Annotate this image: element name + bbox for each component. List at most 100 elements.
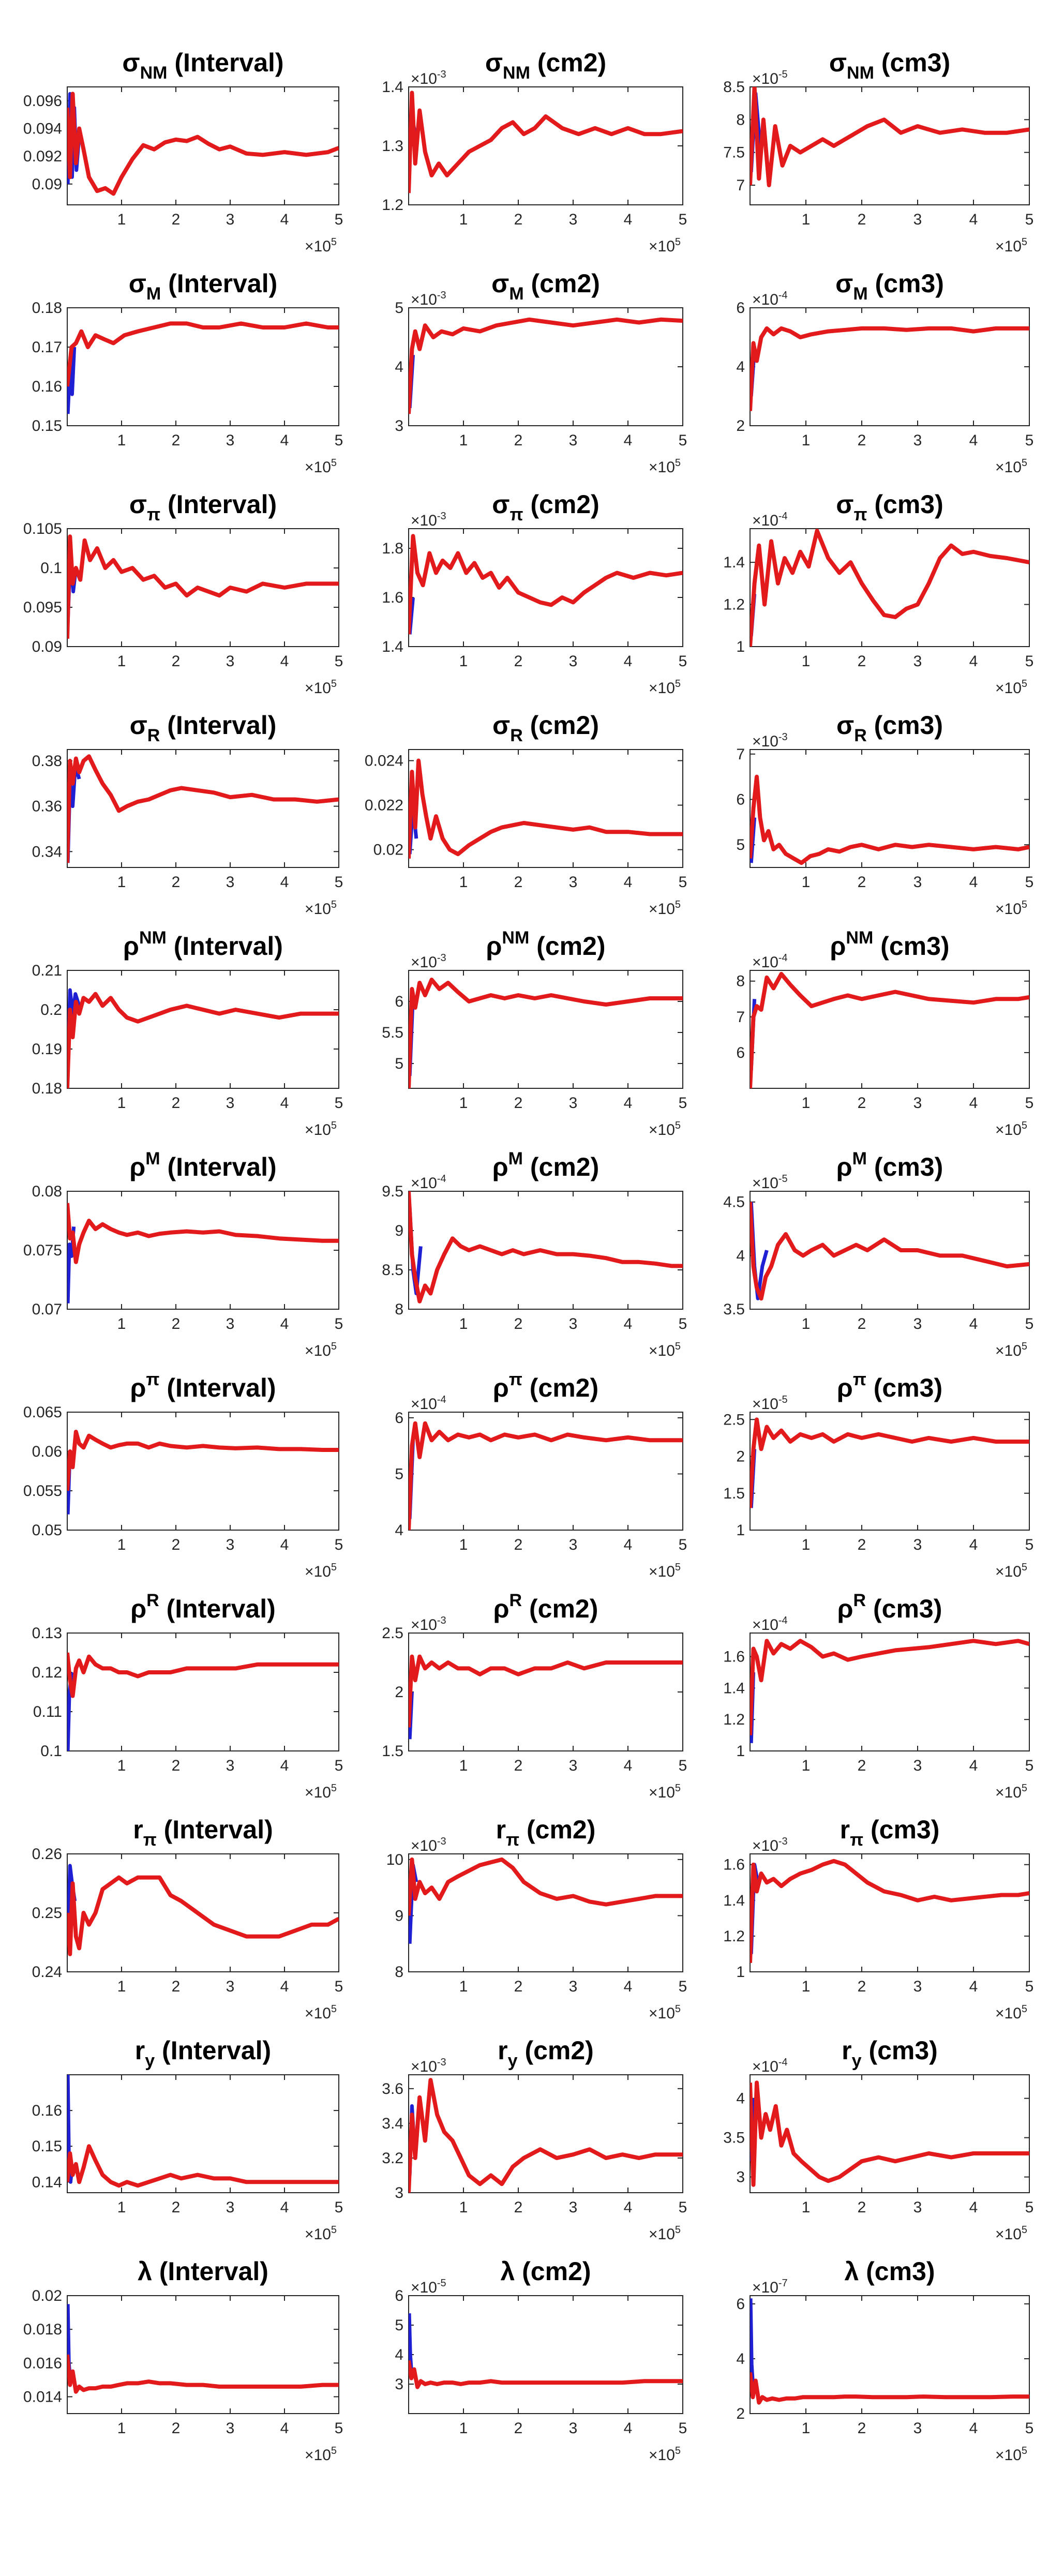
subplot-11: σR (cm2) 0.02 0.022 0.024 1 2 3 4 5 ×105 — [365, 711, 687, 918]
x-tick-label: 4 — [280, 2199, 289, 2216]
y-tick-label: 2.5 — [723, 1411, 745, 1428]
x-tick-label: 2 — [172, 211, 181, 228]
x-tick-label: 2 — [858, 1757, 866, 1774]
series-line-red — [750, 774, 1029, 865]
title-superscript: NM — [846, 928, 873, 948]
x-tick-label: 3 — [569, 2420, 578, 2437]
title-symbol: ρ — [493, 1594, 509, 1623]
y-tick-label: 1.6 — [382, 589, 403, 606]
title-subscript: π — [147, 505, 160, 525]
subplot-33: λ (cm3) 2 4 6 ×10-7 1 2 3 4 5 ×105 — [736, 2257, 1033, 2464]
x-tick-label: 2 — [514, 1978, 523, 1995]
x-tick-label: 4 — [280, 1536, 289, 1553]
y-exponent-label: ×10-3 — [411, 1615, 446, 1634]
y-exponent-label: ×10-3 — [411, 69, 446, 87]
subplot-title: ρNM (cm2) — [486, 928, 605, 961]
x-tick-label: 2 — [172, 653, 181, 670]
x-tick-label: 3 — [226, 1536, 235, 1553]
series-line-red — [67, 2144, 339, 2188]
x-tick-label: 1 — [117, 2199, 126, 2216]
title-subscript: y — [852, 2051, 862, 2071]
y-tick-label: 0.06 — [32, 1443, 62, 1460]
y-tick-label: 0.24 — [32, 1964, 62, 1981]
x-tick-label: 4 — [969, 1315, 978, 1332]
x-tick-label: 5 — [1025, 432, 1034, 449]
x-exponent-label: ×105 — [305, 2224, 337, 2243]
axes-frame — [408, 749, 683, 868]
x-tick-label: 1 — [117, 653, 126, 670]
x-tick-label: 1 — [802, 1095, 811, 1112]
x-tick-label: 5 — [679, 1978, 687, 1995]
y-tick-label: 7 — [736, 746, 745, 763]
y-exponent-label: ×10-3 — [411, 2057, 446, 2075]
x-exponent-label: ×105 — [649, 2224, 681, 2243]
x-tick-label: 4 — [624, 1536, 633, 1553]
y-tick-label: 7.5 — [723, 144, 745, 161]
title-symbol: ρ — [130, 1594, 146, 1623]
subplot-title: ρM (cm3) — [836, 1149, 943, 1181]
title-label: (cm2) — [523, 490, 599, 519]
x-exponent-label: ×105 — [995, 1120, 1027, 1139]
x-tick-label: 1 — [802, 1757, 811, 1774]
x-tick-label: 2 — [172, 1978, 181, 1995]
axes-frame — [408, 86, 683, 205]
axes-frame — [750, 2074, 1030, 2193]
x-exponent-label: ×105 — [305, 2445, 337, 2464]
x-tick-label: 1 — [459, 1095, 468, 1112]
subplot-title: σπ (cm3) — [836, 490, 943, 525]
x-tick-label: 4 — [969, 653, 978, 670]
title-label: (Interval) — [160, 490, 277, 519]
y-tick-label: 10 — [386, 1851, 403, 1868]
subplot-12: σR (cm3) 5 6 7 ×10-3 1 2 3 4 5 ×105 — [736, 711, 1033, 918]
x-exponent-label: ×105 — [305, 1562, 337, 1580]
x-tick-label: 5 — [1025, 1978, 1034, 1995]
y-tick-label: 1.4 — [382, 79, 403, 96]
x-tick-label: 1 — [117, 211, 126, 228]
x-tick-label: 5 — [1025, 1536, 1034, 1553]
x-tick-label: 5 — [1025, 2199, 1034, 2216]
y-tick-label: 7 — [736, 1009, 745, 1026]
y-tick-label: 0.15 — [32, 417, 62, 435]
subplot-title: σM (Interval) — [129, 269, 278, 304]
x-tick-label: 5 — [1025, 874, 1034, 891]
y-tick-label: 0.055 — [23, 1482, 62, 1500]
y-tick-label: 1.5 — [382, 1743, 403, 1760]
subplot-4: σM (Interval) 0.15 0.16 0.17 0.18 1 2 3 4 5 ×105 — [32, 269, 343, 476]
y-tick-label: 0.13 — [32, 1625, 62, 1642]
title-label: (cm2) — [522, 1594, 598, 1623]
series-line-red — [409, 1857, 683, 1916]
x-tick-label: 5 — [679, 1315, 687, 1332]
x-exponent-label: ×105 — [305, 1341, 337, 1359]
y-tick-label: 4 — [736, 358, 745, 376]
title-label: (cm2) — [518, 2036, 594, 2065]
y-tick-label: 0.065 — [23, 1404, 62, 1421]
x-tick-label: 1 — [802, 432, 811, 449]
x-exponent-label: ×105 — [995, 2445, 1027, 2464]
y-tick-label: 0.07 — [32, 1301, 62, 1318]
y-tick-label: 3 — [395, 2376, 403, 2393]
title-label: (Interval) — [167, 932, 283, 961]
y-tick-label: 6 — [395, 1410, 403, 1427]
subplot-title: σR (cm3) — [836, 711, 943, 745]
title-symbol: ρ — [129, 1152, 145, 1181]
x-tick-label: 3 — [226, 2420, 235, 2437]
x-exponent-label: ×105 — [995, 1783, 1027, 1801]
title-superscript: M — [508, 1149, 523, 1169]
x-tick-label: 4 — [969, 211, 978, 228]
title-subscript: R — [854, 726, 867, 745]
y-tick-label: 1.5 — [723, 1485, 745, 1502]
axes-frame — [750, 1412, 1030, 1531]
x-tick-label: 4 — [624, 1978, 633, 1995]
subplot-32: λ (cm2) 3 4 5 6 ×10-5 1 2 3 4 5 ×105 — [395, 2257, 687, 2464]
title-subscript: R — [147, 726, 160, 745]
subplot-26: rπ (cm2) 8 9 10 ×10-3 1 2 3 4 5 ×105 — [386, 1815, 687, 2022]
x-tick-label: 5 — [679, 1095, 687, 1112]
y-tick-label: 3.4 — [382, 2115, 403, 2132]
y-tick-label: 2 — [736, 1448, 745, 1465]
axes-frame — [408, 307, 683, 426]
y-exponent-label: ×10-4 — [411, 1173, 446, 1192]
title-symbol: σ — [129, 269, 146, 298]
x-tick-label: 5 — [335, 2199, 343, 2216]
title-symbol: ρ — [836, 1152, 852, 1181]
